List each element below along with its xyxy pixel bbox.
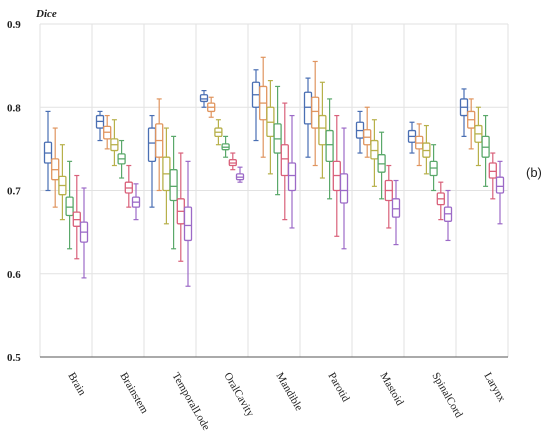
x-tick-label: OralCavity [221,371,256,420]
y-tick-label: 0.6 [7,269,21,281]
y-axis-label: Dice [35,8,57,20]
box-group [407,121,453,242]
box-group [199,89,245,183]
box [303,91,313,125]
box [488,162,497,179]
box [280,144,289,177]
x-axis-ticks: Brain Brainstem TemporalLode OralCavity Mand… [65,371,508,433]
y-tick-label: 0.8 [7,102,21,114]
box [339,173,349,204]
box-group [147,98,193,287]
x-tick-label: Brainstem [117,371,150,417]
panel-label: (b) [526,165,542,180]
x-tick-label: Larynx [481,371,508,405]
box [65,196,74,217]
y-tick-label: 0.5 [7,352,21,364]
box [391,198,401,218]
y-tick-label: 0.7 [7,186,21,198]
x-tick-label: Parotid [325,371,352,405]
box [287,162,297,192]
y-axis-ticks: 0.5 0.6 0.7 0.8 0.9 [7,19,21,364]
box-group [355,106,401,246]
box-group [251,56,297,229]
x-tick-label: Brain [65,371,88,399]
box [147,127,157,163]
box [183,206,193,242]
gridlines [39,23,509,357]
box-group [43,110,89,279]
box [199,94,209,103]
box-group [303,60,349,250]
box [169,169,178,202]
x-tick-label: Mandible [273,371,305,414]
x-tick-label: Mastoid [377,371,406,409]
box [311,96,320,129]
box [325,129,334,163]
box-group [459,88,505,225]
y-tick-label: 0.9 [7,19,21,31]
box [370,139,379,160]
x-tick-label: TemporalLode [169,371,212,433]
x-tick-label: SpinalCord [429,371,465,421]
box [318,114,327,146]
box [495,176,505,194]
box-plot-series [43,56,505,287]
box-group [95,110,141,221]
